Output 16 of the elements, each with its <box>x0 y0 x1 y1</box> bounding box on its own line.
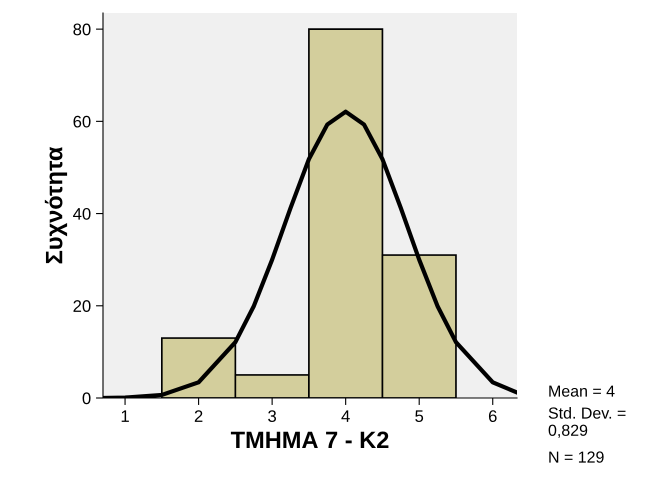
x-tick-label: 1 <box>122 410 129 422</box>
y-tick-label: 40 <box>73 208 91 220</box>
y-tick-label: 60 <box>74 116 91 128</box>
x-tick-label: 3 <box>268 410 276 422</box>
x-tick-label: 2 <box>194 410 202 422</box>
x-tick-label: 6 <box>488 410 497 422</box>
y-tick-label: 0 <box>82 392 91 404</box>
y-axis-title: Συχνότητα <box>44 146 68 264</box>
text: Std. Dev. = 0,829 <box>548 407 626 438</box>
x-axis-title: ΤΜΗΜΑ 7 - Κ2 <box>230 432 388 448</box>
y-tick-label: 80 <box>73 24 91 36</box>
x-tick-label: 5 <box>415 410 424 422</box>
text: Mean = 4 <box>549 386 615 397</box>
text: N = 129 <box>549 451 604 463</box>
y-tick-label: 20 <box>73 300 91 312</box>
x-tick-label: 4 <box>341 410 350 422</box>
